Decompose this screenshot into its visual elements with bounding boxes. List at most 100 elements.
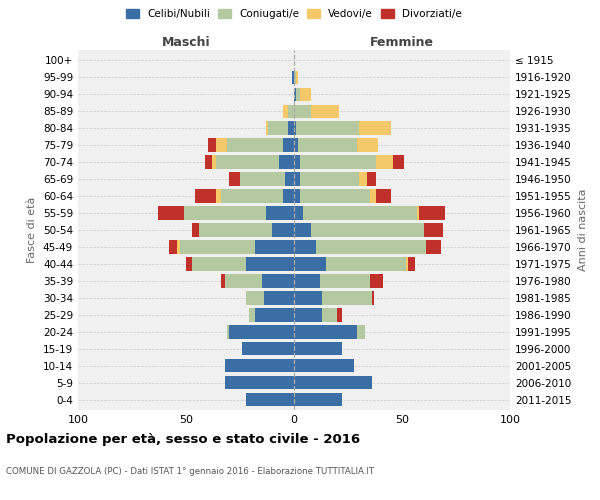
Bar: [194, 190, 216, 202]
Bar: [294, 359, 355, 372]
Bar: [255, 240, 294, 254]
Bar: [294, 172, 301, 186]
Bar: [240, 172, 286, 186]
Bar: [356, 138, 378, 151]
Bar: [376, 190, 391, 202]
Bar: [242, 342, 294, 355]
Bar: [169, 240, 178, 254]
Bar: [294, 393, 341, 406]
Bar: [216, 156, 279, 168]
Bar: [283, 190, 294, 202]
Bar: [212, 156, 216, 168]
Bar: [216, 190, 221, 202]
Bar: [322, 308, 337, 322]
Bar: [262, 274, 294, 287]
Bar: [301, 190, 370, 202]
Bar: [248, 308, 255, 322]
Text: Popolazione per età, sesso e stato civile - 2016: Popolazione per età, sesso e stato civil…: [6, 432, 360, 446]
Bar: [292, 70, 294, 84]
Bar: [311, 104, 340, 118]
Bar: [301, 88, 311, 101]
Bar: [316, 240, 426, 254]
Bar: [283, 104, 287, 118]
Bar: [227, 326, 229, 338]
Bar: [294, 326, 356, 338]
Bar: [294, 224, 311, 236]
Bar: [296, 88, 301, 101]
Legend: Celibi/Nubili, Coniugati/e, Vedovi/e, Divorziati/e: Celibi/Nubili, Coniugati/e, Vedovi/e, Di…: [122, 5, 466, 24]
Bar: [337, 308, 341, 322]
Bar: [266, 206, 294, 220]
Y-axis label: Fasce di età: Fasce di età: [28, 197, 37, 263]
Bar: [283, 138, 294, 151]
Bar: [186, 258, 193, 270]
Bar: [279, 156, 294, 168]
Bar: [417, 206, 419, 220]
Bar: [266, 122, 268, 134]
Bar: [376, 156, 394, 168]
Bar: [326, 258, 406, 270]
Bar: [294, 122, 296, 134]
Bar: [199, 224, 272, 236]
Bar: [221, 190, 283, 202]
Bar: [301, 172, 359, 186]
Bar: [294, 190, 301, 202]
Bar: [298, 138, 356, 151]
Bar: [247, 292, 264, 304]
Bar: [287, 122, 294, 134]
Bar: [296, 122, 359, 134]
Bar: [221, 274, 225, 287]
Bar: [216, 138, 227, 151]
Text: Maschi: Maschi: [161, 36, 211, 49]
Bar: [356, 326, 365, 338]
Bar: [294, 258, 326, 270]
Bar: [424, 224, 443, 236]
Bar: [311, 224, 424, 236]
Y-axis label: Anni di nascita: Anni di nascita: [578, 188, 588, 271]
Text: COMUNE DI GAZZOLA (PC) - Dati ISTAT 1° gennaio 2016 - Elaborazione TUTTITALIA.IT: COMUNE DI GAZZOLA (PC) - Dati ISTAT 1° g…: [6, 468, 374, 476]
Bar: [294, 342, 341, 355]
Bar: [294, 206, 302, 220]
Bar: [409, 258, 415, 270]
Bar: [367, 172, 376, 186]
Bar: [370, 274, 383, 287]
Bar: [294, 274, 320, 287]
Bar: [294, 138, 298, 151]
Bar: [426, 240, 441, 254]
Bar: [184, 206, 266, 220]
Bar: [320, 274, 370, 287]
Bar: [294, 292, 322, 304]
Bar: [294, 88, 296, 101]
Bar: [394, 156, 404, 168]
Bar: [294, 376, 372, 390]
Bar: [193, 224, 199, 236]
Bar: [225, 274, 262, 287]
Bar: [286, 172, 294, 186]
Bar: [268, 122, 287, 134]
Bar: [178, 240, 179, 254]
Bar: [229, 172, 240, 186]
Bar: [294, 156, 301, 168]
Bar: [227, 138, 283, 151]
Bar: [294, 104, 311, 118]
Bar: [359, 172, 367, 186]
Bar: [193, 258, 247, 270]
Bar: [294, 308, 322, 322]
Bar: [359, 122, 391, 134]
Bar: [302, 206, 417, 220]
Bar: [247, 393, 294, 406]
Bar: [287, 104, 294, 118]
Text: Femmine: Femmine: [370, 36, 434, 49]
Bar: [406, 258, 409, 270]
Bar: [225, 359, 294, 372]
Bar: [264, 292, 294, 304]
Bar: [208, 138, 216, 151]
Bar: [301, 156, 376, 168]
Bar: [247, 258, 294, 270]
Bar: [225, 376, 294, 390]
Bar: [229, 326, 294, 338]
Bar: [255, 308, 294, 322]
Bar: [322, 292, 372, 304]
Bar: [296, 70, 298, 84]
Bar: [370, 190, 376, 202]
